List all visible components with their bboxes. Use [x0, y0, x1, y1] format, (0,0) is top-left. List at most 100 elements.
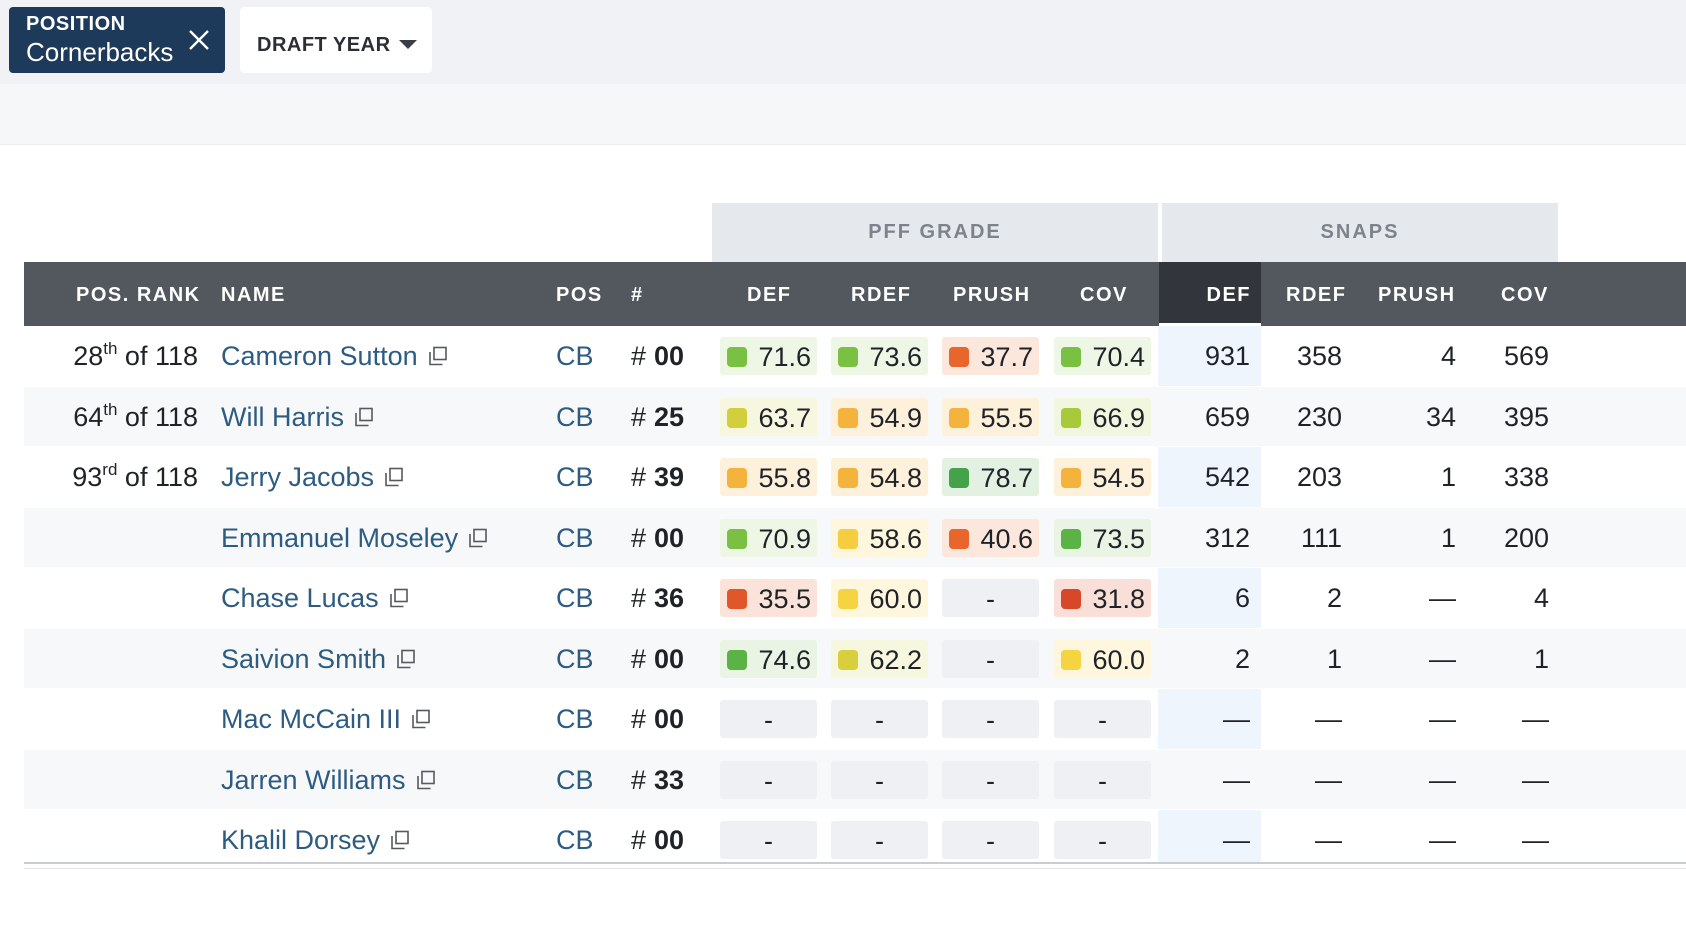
grade-color-swatch	[1061, 589, 1081, 609]
col-snaps-rdef[interactable]: RDEF	[1286, 284, 1347, 306]
player-name-link[interactable]: Saivion Smith	[221, 629, 416, 689]
table-row[interactable]: 28th of 118 Cameron Sutton CB #00 71.6 73…	[24, 326, 1686, 387]
pff-grade-badge: 71.6	[720, 337, 817, 375]
position-link[interactable]: CB	[556, 341, 594, 371]
grade-value: 63.7	[758, 402, 811, 433]
player-name-link[interactable]: Emmanuel Moseley	[221, 508, 488, 568]
pff-grade-badge: 58.6	[831, 518, 928, 557]
col-pos[interactable]: POS	[556, 284, 603, 306]
position-link[interactable]: CB	[556, 462, 594, 492]
grade-color-swatch	[838, 347, 858, 367]
player-name-link[interactable]: Cameron Sutton	[221, 326, 448, 386]
grade-color-swatch	[1061, 528, 1081, 549]
col-grade-def[interactable]: DEF	[747, 284, 792, 306]
pff-grade-badge: 31.8	[1054, 579, 1151, 617]
col-grade-cov[interactable]: COV	[1080, 284, 1128, 306]
snap-count: 4	[1440, 341, 1456, 371]
pff-grade-badge: 60.0	[831, 579, 928, 617]
external-link-icon[interactable]	[411, 690, 431, 729]
external-link-icon[interactable]	[396, 630, 416, 668]
pff-grade-badge: 74.6	[720, 639, 817, 678]
external-link-icon[interactable]	[389, 569, 409, 608]
position-filter-value: Cornerbacks	[26, 37, 174, 67]
player-name-link[interactable]: Mac McCain III	[221, 689, 431, 749]
col-snaps-prush[interactable]: PRUSH	[1378, 284, 1456, 306]
player-name-link[interactable]: Will Harris	[221, 387, 374, 447]
grade-value: 70.4	[1092, 342, 1145, 372]
player-name-link[interactable]: Chase Lucas	[221, 568, 409, 628]
grade-value: 73.5	[1092, 523, 1145, 554]
grade-empty-value: -	[986, 584, 995, 614]
table-row[interactable]: Saivion Smith CB #00 74.6 62.2 - 60.0 2 1 — 1	[24, 628, 1686, 689]
table-row[interactable]: Emmanuel Moseley CB #00 70.9 58.6 40.6 73.5…	[24, 507, 1686, 568]
grade-empty-value: -	[1098, 826, 1107, 856]
grade-empty-value: -	[986, 644, 995, 675]
table-row[interactable]: 93rd of 118 Jerry Jacobs CB #39 55.8 54.8…	[24, 447, 1686, 508]
external-link-icon[interactable]	[468, 509, 488, 547]
player-name-link[interactable]: Jerry Jacobs	[221, 447, 404, 507]
col-jersey[interactable]: #	[631, 284, 644, 306]
snap-count: —	[1315, 764, 1342, 795]
snap-count: —	[1429, 704, 1456, 734]
snap-count: —	[1223, 825, 1250, 855]
col-snaps-cov[interactable]: COV	[1501, 284, 1549, 306]
col-pos-rank[interactable]: POS. RANK	[76, 284, 201, 306]
grade-empty-value: -	[986, 705, 995, 735]
position-link[interactable]: CB	[556, 522, 594, 553]
position-link[interactable]: CB	[556, 583, 594, 613]
pff-grade-badge: -	[1054, 760, 1151, 799]
snap-count: —	[1429, 825, 1456, 855]
pff-grade-badge: -	[942, 639, 1039, 678]
pff-grade-badge: -	[1054, 700, 1151, 738]
table-bottom-rule	[24, 862, 1686, 864]
table-row[interactable]: Jarren Williams CB #33 - - - - — — — —	[24, 749, 1686, 810]
external-link-icon[interactable]	[428, 327, 448, 366]
close-icon[interactable]	[185, 26, 213, 54]
draft-year-filter[interactable]: DRAFT YEAR	[240, 7, 432, 73]
grade-value: 55.5	[980, 402, 1033, 433]
snap-count: 312	[1204, 522, 1250, 553]
pff-grade-badge: 54.8	[831, 458, 928, 496]
col-grade-rdef[interactable]: RDEF	[851, 284, 912, 306]
snap-count: —	[1429, 643, 1456, 674]
grade-color-swatch	[727, 589, 747, 609]
grade-empty-value: -	[764, 765, 773, 796]
grade-color-swatch	[727, 407, 747, 428]
external-link-icon[interactable]	[416, 751, 436, 789]
position-link[interactable]: CB	[556, 643, 594, 674]
col-grade-prush[interactable]: PRUSH	[953, 284, 1031, 306]
col-name[interactable]: NAME	[221, 284, 286, 306]
snap-count: —	[1522, 825, 1549, 855]
grade-value: 37.7	[980, 342, 1033, 372]
grade-value: 54.8	[869, 463, 922, 493]
player-name-link[interactable]: Khalil Dorsey	[221, 810, 410, 870]
snap-count: 111	[1300, 522, 1342, 553]
position-filter-chip[interactable]: POSITION Cornerbacks	[9, 7, 225, 73]
table-row[interactable]: Chase Lucas CB #36 35.5 60.0 - 31.8 6 2 — 4	[24, 568, 1686, 629]
jersey-number: #36	[631, 583, 685, 613]
table-row[interactable]: 64th of 118 Will Harris CB #25 63.7 54.9 5…	[24, 386, 1686, 447]
external-link-icon[interactable]	[354, 388, 374, 426]
player-name-link[interactable]: Jarren Williams	[221, 750, 436, 810]
position-filter-label: POSITION	[26, 13, 126, 35]
snap-count: 542	[1204, 462, 1250, 492]
snap-count: 34	[1425, 401, 1456, 432]
snap-count: —	[1429, 583, 1456, 613]
pff-grade-badge: 55.8	[720, 458, 817, 496]
pos-rank-cell: 93rd of 118	[72, 460, 198, 492]
snap-count: 659	[1204, 401, 1250, 432]
position-link[interactable]: CB	[556, 401, 594, 432]
table-row[interactable]: Khalil Dorsey CB #00 - - - - — — — —	[24, 810, 1686, 871]
external-link-icon[interactable]	[384, 448, 404, 487]
position-link[interactable]: CB	[556, 764, 594, 795]
col-snaps-def[interactable]: DEF	[1159, 262, 1261, 326]
table-row[interactable]: Mac McCain III CB #00 - - - - — — — —	[24, 689, 1686, 750]
jersey-number: #00	[631, 522, 685, 553]
external-link-icon[interactable]	[390, 811, 410, 850]
snap-count: 395	[1503, 401, 1549, 432]
position-link[interactable]: CB	[556, 704, 594, 734]
filter-bar: POSITION Cornerbacks DRAFT YEAR	[0, 0, 1686, 84]
position-link[interactable]: CB	[556, 825, 594, 855]
pff-grade-badge: -	[831, 821, 928, 859]
snap-count: 1	[1440, 462, 1456, 492]
